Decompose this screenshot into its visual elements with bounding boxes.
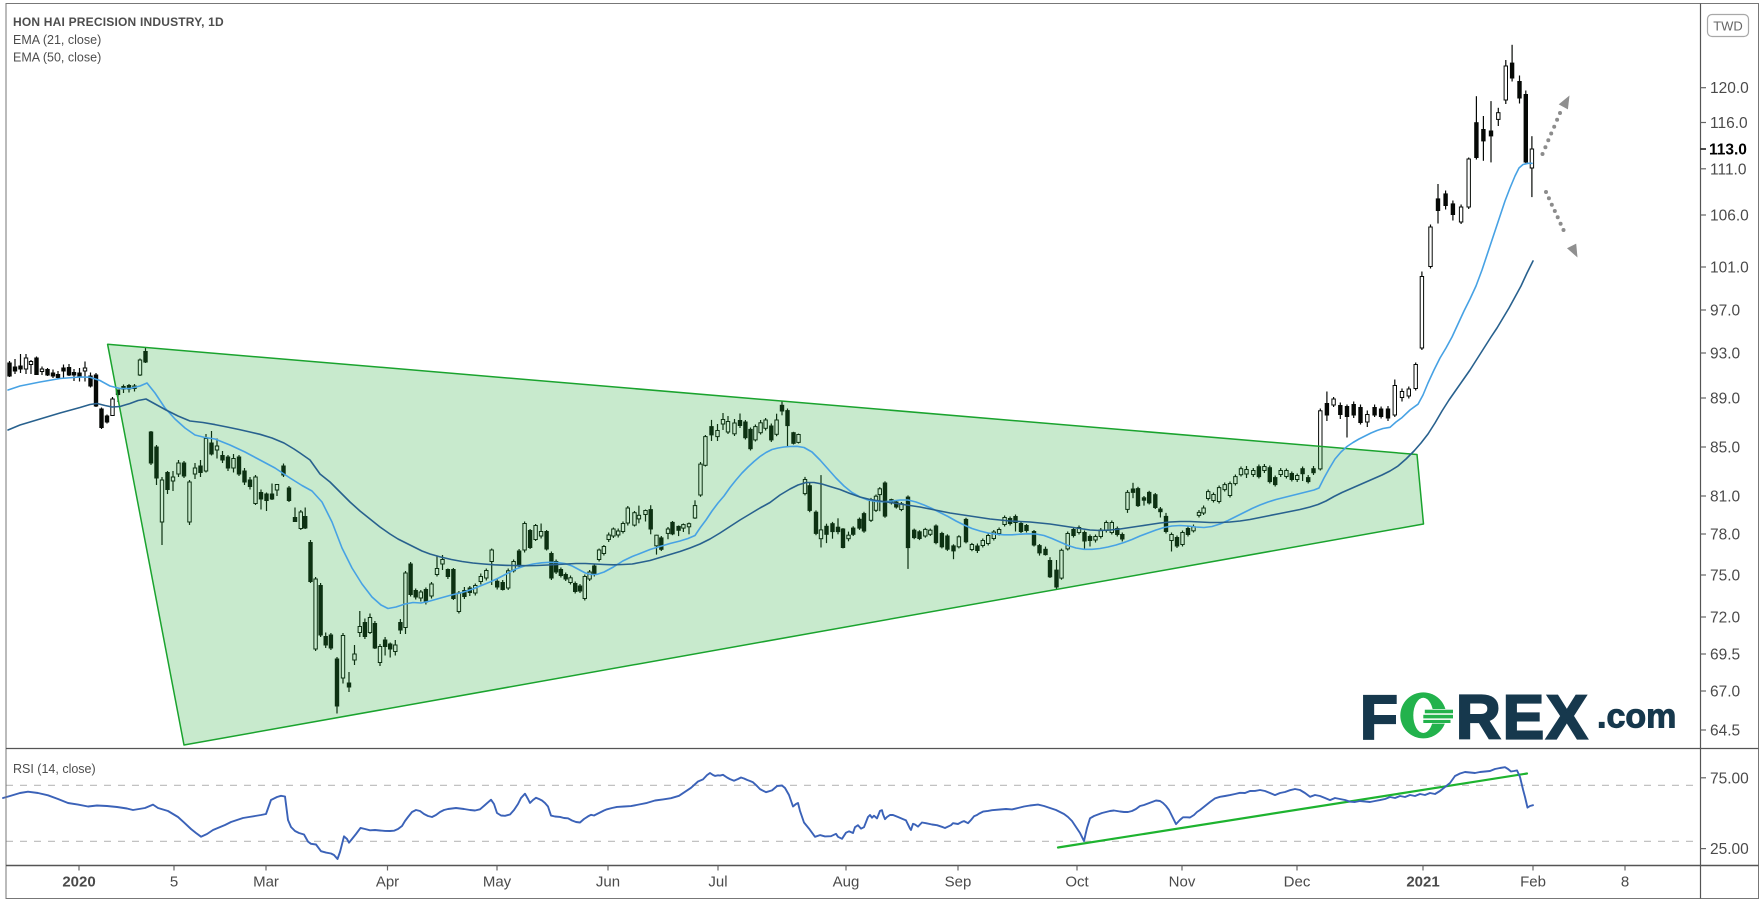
svg-text:101.0: 101.0 bbox=[1710, 260, 1749, 277]
svg-text:RSI (14, close): RSI (14, close) bbox=[13, 762, 96, 776]
svg-text:Sep: Sep bbox=[945, 874, 972, 891]
svg-text:89.0: 89.0 bbox=[1710, 391, 1741, 408]
svg-text:67.0: 67.0 bbox=[1710, 684, 1741, 701]
svg-text:111.0: 111.0 bbox=[1710, 161, 1747, 178]
svg-text:64.5: 64.5 bbox=[1710, 723, 1740, 740]
svg-text:97.0: 97.0 bbox=[1710, 303, 1741, 320]
svg-text:75.0: 75.0 bbox=[1710, 568, 1741, 585]
svg-text:75.00: 75.00 bbox=[1710, 770, 1749, 787]
svg-text:72.0: 72.0 bbox=[1710, 610, 1741, 627]
svg-text:Feb: Feb bbox=[1520, 874, 1546, 891]
svg-text:5: 5 bbox=[170, 874, 178, 891]
svg-text:120.0: 120.0 bbox=[1710, 80, 1749, 97]
svg-text:REX: REX bbox=[1456, 684, 1589, 753]
svg-text:EMA (21, close): EMA (21, close) bbox=[13, 33, 101, 47]
svg-text:.com: .com bbox=[1597, 698, 1676, 736]
svg-text:Jul: Jul bbox=[708, 874, 727, 891]
svg-text:106.0: 106.0 bbox=[1710, 208, 1749, 225]
svg-text:HON HAI PRECISION INDUSTRY, 1D: HON HAI PRECISION INDUSTRY, 1D bbox=[13, 15, 224, 29]
svg-text:8: 8 bbox=[1621, 874, 1629, 891]
svg-text:116.0: 116.0 bbox=[1710, 115, 1748, 132]
svg-text:Dec: Dec bbox=[1284, 874, 1311, 891]
svg-text:Apr: Apr bbox=[376, 874, 399, 891]
svg-text:69.5: 69.5 bbox=[1710, 647, 1740, 664]
svg-text:85.0: 85.0 bbox=[1710, 440, 1741, 457]
svg-text:93.0: 93.0 bbox=[1710, 346, 1741, 363]
svg-text:2021: 2021 bbox=[1406, 874, 1439, 891]
svg-text:Oct: Oct bbox=[1065, 874, 1089, 891]
svg-text:2020: 2020 bbox=[62, 874, 95, 891]
svg-text:81.0: 81.0 bbox=[1710, 489, 1741, 506]
svg-text:TWD: TWD bbox=[1713, 19, 1743, 34]
svg-text:Aug: Aug bbox=[833, 874, 860, 891]
svg-text:Nov: Nov bbox=[1169, 874, 1196, 891]
svg-text:78.0: 78.0 bbox=[1710, 527, 1741, 544]
svg-text:F: F bbox=[1360, 684, 1398, 753]
svg-text:EMA (50, close): EMA (50, close) bbox=[13, 51, 101, 65]
svg-text:May: May bbox=[483, 874, 512, 891]
svg-text:113.0: 113.0 bbox=[1709, 142, 1747, 159]
svg-text:25.00: 25.00 bbox=[1710, 841, 1749, 858]
svg-text:Mar: Mar bbox=[253, 874, 279, 891]
svg-text:Jun: Jun bbox=[596, 874, 620, 891]
